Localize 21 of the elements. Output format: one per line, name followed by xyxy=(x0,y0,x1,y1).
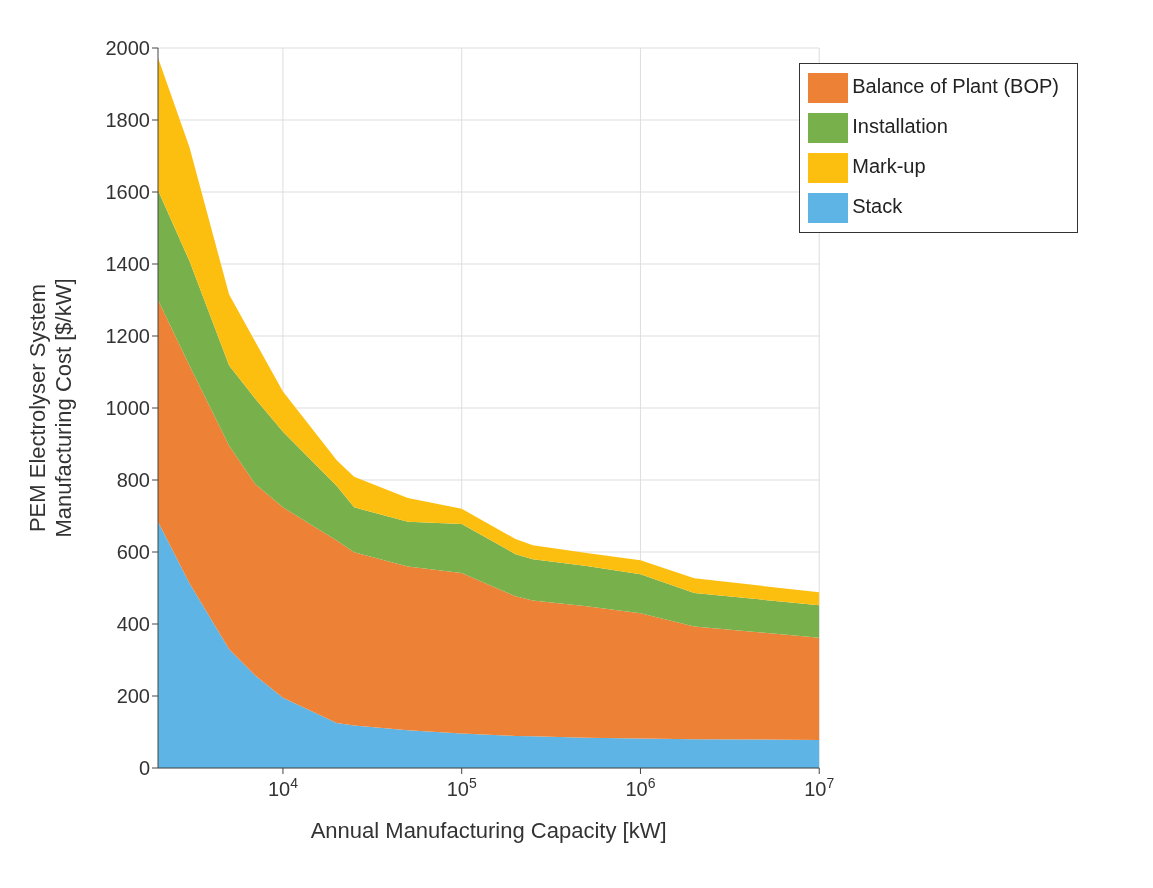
y-tick-label: 1600 xyxy=(105,181,150,204)
legend-label: Installation xyxy=(852,115,948,138)
y-tick-label: 1400 xyxy=(105,253,150,276)
x-tick-label: 10$^{4}$ xyxy=(267,775,299,800)
y-tick-label: 400 xyxy=(116,613,150,636)
x-axis-title: Annual Manufacturing Capacity [kW] xyxy=(310,818,667,843)
y-tick-label: 2000 xyxy=(105,37,150,60)
legend-label: Mark-up xyxy=(852,155,926,178)
legend-label: Stack xyxy=(852,195,903,218)
legend-label: Balance of Plant (BOP) xyxy=(852,75,1059,98)
y-tick-label: 0 xyxy=(138,757,150,780)
x-tick-label: 10$^{7}$ xyxy=(804,775,835,800)
x-tick-label: 10$^{6}$ xyxy=(625,775,656,800)
y-tick-label: 1200 xyxy=(105,325,150,348)
y-tick-label: 1000 xyxy=(105,397,150,420)
y-tick-label: 800 xyxy=(116,469,150,492)
y-tick-label: 600 xyxy=(116,541,150,564)
y-axis-title: PEM Electrolyser System Manufacturing Cost [$/kW] xyxy=(25,278,76,538)
y-tick-label: 200 xyxy=(116,685,150,708)
x-tick-label: 10$^{5}$ xyxy=(446,775,477,800)
y-tick-label: 1800 xyxy=(105,109,150,132)
